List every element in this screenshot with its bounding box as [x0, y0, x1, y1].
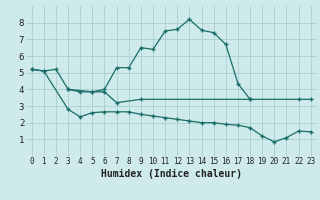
X-axis label: Humidex (Indice chaleur): Humidex (Indice chaleur) [101, 169, 242, 179]
